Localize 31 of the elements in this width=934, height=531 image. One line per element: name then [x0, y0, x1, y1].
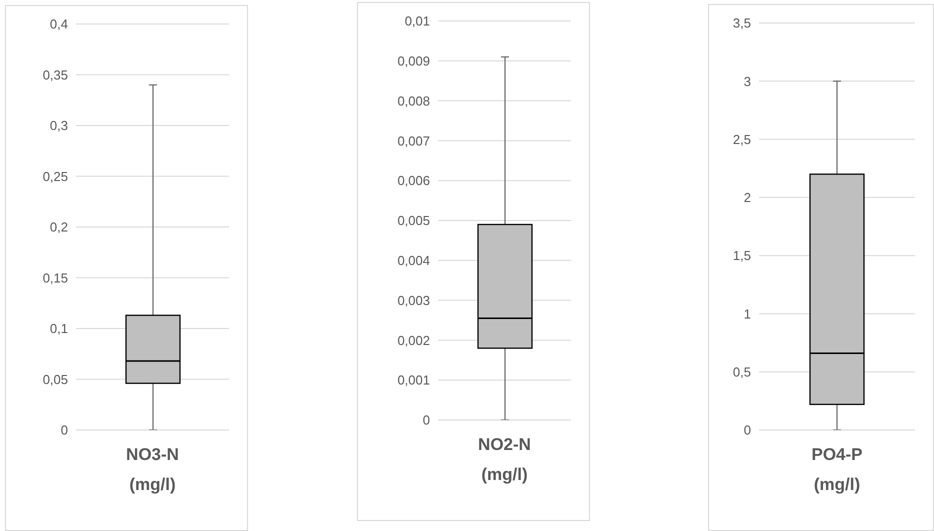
y-tick-label: 0,15: [42, 270, 68, 286]
y-tick-label: 0,003: [397, 292, 430, 308]
y-tick-label: 0,5: [732, 364, 751, 380]
y-tick-label: 0,001: [397, 372, 430, 388]
y-tick-label: 0,008: [397, 93, 430, 108]
y-tick-label: 1,5: [732, 248, 751, 264]
y-tick-label: 0,002: [397, 332, 430, 348]
y-tick-label: 0,35: [42, 67, 68, 82]
y-tick-label: 0,006: [397, 173, 430, 188]
y-tick-label: 2: [744, 190, 751, 206]
y-tick-label: 0,005: [397, 213, 430, 228]
y-tick-label: 0,01: [404, 14, 430, 29]
y-tick-label: 1: [744, 306, 751, 322]
y-tick-label: 0: [744, 422, 751, 438]
y-tick-label: 3,5: [732, 16, 751, 31]
y-tick-label: 0,004: [397, 253, 430, 268]
y-tick-label: 0: [422, 412, 430, 428]
y-tick-label: 0,009: [397, 54, 430, 69]
x-tick-label: NO3-N (mg/l): [126, 445, 179, 494]
x-tick-label: NO2-N (mg/l): [478, 435, 531, 484]
y-tick-label: 0,1: [50, 321, 68, 336]
y-tick-label: 2,5: [732, 132, 751, 147]
y-tick-label: 0,2: [50, 220, 68, 235]
y-tick-label: 0,25: [42, 168, 68, 184]
y-tick-label: 3: [744, 74, 751, 89]
y-tick-label: 0,007: [397, 133, 430, 148]
y-tick-label: 0,4: [50, 16, 68, 32]
x-tick-label: PO4-P (mg/l): [811, 445, 863, 494]
y-tick-label: 0,05: [42, 372, 68, 387]
y-tick-label: 0,3: [50, 118, 68, 134]
y-tick-label: 0: [60, 422, 68, 438]
